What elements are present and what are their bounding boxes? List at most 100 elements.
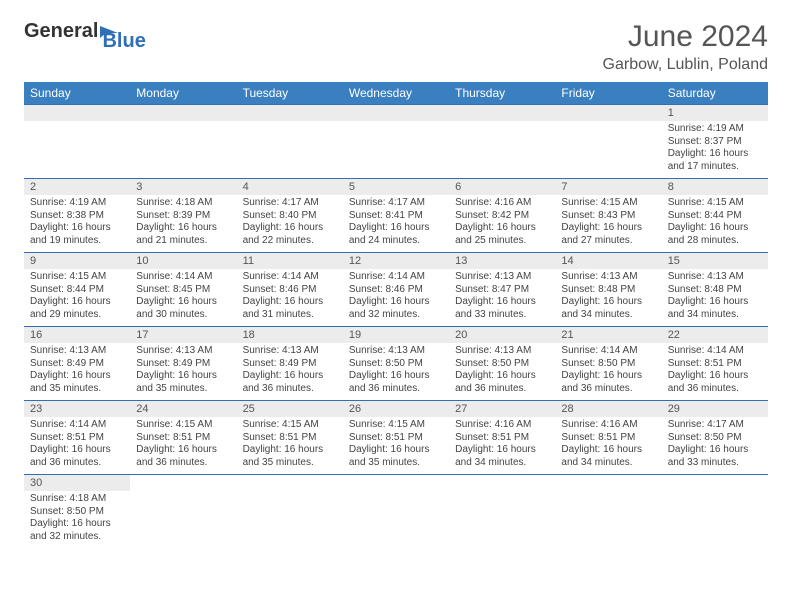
calendar-week-row: 2Sunrise: 4:19 AMSunset: 8:38 PMDaylight… (24, 179, 768, 253)
calendar-cell (24, 105, 130, 179)
calendar-cell: 24Sunrise: 4:15 AMSunset: 8:51 PMDayligh… (130, 401, 236, 475)
calendar-cell (237, 475, 343, 549)
day-number: 14 (555, 253, 661, 269)
day-number: 29 (662, 401, 768, 417)
day-data: Sunrise: 4:14 AMSunset: 8:46 PMDaylight:… (343, 269, 449, 325)
day-data: Sunrise: 4:14 AMSunset: 8:51 PMDaylight:… (24, 417, 130, 473)
calendar-cell: 26Sunrise: 4:15 AMSunset: 8:51 PMDayligh… (343, 401, 449, 475)
day-number: 8 (662, 179, 768, 195)
day-data: Sunrise: 4:16 AMSunset: 8:51 PMDaylight:… (449, 417, 555, 473)
day-number: 27 (449, 401, 555, 417)
weekday-header: Friday (555, 82, 661, 105)
day-data: Sunrise: 4:13 AMSunset: 8:49 PMDaylight:… (24, 343, 130, 399)
day-number-empty (449, 105, 555, 121)
day-number: 10 (130, 253, 236, 269)
day-data: Sunrise: 4:13 AMSunset: 8:50 PMDaylight:… (449, 343, 555, 399)
calendar-cell (343, 105, 449, 179)
day-number-empty (237, 105, 343, 121)
day-data: Sunrise: 4:13 AMSunset: 8:49 PMDaylight:… (237, 343, 343, 399)
calendar-cell: 15Sunrise: 4:13 AMSunset: 8:48 PMDayligh… (662, 253, 768, 327)
calendar-cell: 19Sunrise: 4:13 AMSunset: 8:50 PMDayligh… (343, 327, 449, 401)
day-data: Sunrise: 4:13 AMSunset: 8:48 PMDaylight:… (555, 269, 661, 325)
calendar-week-row: 23Sunrise: 4:14 AMSunset: 8:51 PMDayligh… (24, 401, 768, 475)
calendar-cell (449, 105, 555, 179)
day-number: 16 (24, 327, 130, 343)
calendar-cell: 6Sunrise: 4:16 AMSunset: 8:42 PMDaylight… (449, 179, 555, 253)
day-number: 22 (662, 327, 768, 343)
day-number: 24 (130, 401, 236, 417)
day-data: Sunrise: 4:15 AMSunset: 8:43 PMDaylight:… (555, 195, 661, 251)
day-data: Sunrise: 4:15 AMSunset: 8:51 PMDaylight:… (237, 417, 343, 473)
calendar-week-row: 30Sunrise: 4:18 AMSunset: 8:50 PMDayligh… (24, 475, 768, 549)
day-number: 3 (130, 179, 236, 195)
day-number-empty (449, 475, 555, 491)
weekday-header: Sunday (24, 82, 130, 105)
calendar-cell: 4Sunrise: 4:17 AMSunset: 8:40 PMDaylight… (237, 179, 343, 253)
day-number-empty (343, 105, 449, 121)
day-number: 18 (237, 327, 343, 343)
weekday-header-row: Sunday Monday Tuesday Wednesday Thursday… (24, 82, 768, 105)
calendar-cell: 17Sunrise: 4:13 AMSunset: 8:49 PMDayligh… (130, 327, 236, 401)
day-number: 15 (662, 253, 768, 269)
day-number: 1 (662, 105, 768, 121)
day-number: 25 (237, 401, 343, 417)
calendar-cell: 20Sunrise: 4:13 AMSunset: 8:50 PMDayligh… (449, 327, 555, 401)
day-number: 23 (24, 401, 130, 417)
calendar-week-row: 1Sunrise: 4:19 AMSunset: 8:37 PMDaylight… (24, 105, 768, 179)
day-data: Sunrise: 4:17 AMSunset: 8:40 PMDaylight:… (237, 195, 343, 251)
day-number: 17 (130, 327, 236, 343)
calendar-cell: 29Sunrise: 4:17 AMSunset: 8:50 PMDayligh… (662, 401, 768, 475)
calendar-cell: 16Sunrise: 4:13 AMSunset: 8:49 PMDayligh… (24, 327, 130, 401)
day-number-empty (24, 105, 130, 121)
day-number: 2 (24, 179, 130, 195)
day-number-empty (555, 475, 661, 491)
calendar-cell: 22Sunrise: 4:14 AMSunset: 8:51 PMDayligh… (662, 327, 768, 401)
calendar-cell: 1Sunrise: 4:19 AMSunset: 8:37 PMDaylight… (662, 105, 768, 179)
calendar-cell: 5Sunrise: 4:17 AMSunset: 8:41 PMDaylight… (343, 179, 449, 253)
day-number: 20 (449, 327, 555, 343)
calendar-cell: 23Sunrise: 4:14 AMSunset: 8:51 PMDayligh… (24, 401, 130, 475)
day-number: 26 (343, 401, 449, 417)
day-data: Sunrise: 4:17 AMSunset: 8:41 PMDaylight:… (343, 195, 449, 251)
calendar-cell: 21Sunrise: 4:14 AMSunset: 8:50 PMDayligh… (555, 327, 661, 401)
calendar-cell: 18Sunrise: 4:13 AMSunset: 8:49 PMDayligh… (237, 327, 343, 401)
day-number: 4 (237, 179, 343, 195)
weekday-header: Thursday (449, 82, 555, 105)
day-data: Sunrise: 4:13 AMSunset: 8:47 PMDaylight:… (449, 269, 555, 325)
calendar-cell (662, 475, 768, 549)
weekday-header: Wednesday (343, 82, 449, 105)
weekday-header: Saturday (662, 82, 768, 105)
month-title: June 2024 (603, 20, 768, 54)
calendar-cell: 9Sunrise: 4:15 AMSunset: 8:44 PMDaylight… (24, 253, 130, 327)
day-number: 7 (555, 179, 661, 195)
day-data: Sunrise: 4:15 AMSunset: 8:51 PMDaylight:… (130, 417, 236, 473)
day-number: 12 (343, 253, 449, 269)
day-number-empty (130, 475, 236, 491)
day-data: Sunrise: 4:15 AMSunset: 8:44 PMDaylight:… (24, 269, 130, 325)
calendar-cell (237, 105, 343, 179)
calendar-cell: 25Sunrise: 4:15 AMSunset: 8:51 PMDayligh… (237, 401, 343, 475)
calendar-cell: 8Sunrise: 4:15 AMSunset: 8:44 PMDaylight… (662, 179, 768, 253)
calendar-cell: 10Sunrise: 4:14 AMSunset: 8:45 PMDayligh… (130, 253, 236, 327)
day-data: Sunrise: 4:13 AMSunset: 8:49 PMDaylight:… (130, 343, 236, 399)
calendar-cell: 2Sunrise: 4:19 AMSunset: 8:38 PMDaylight… (24, 179, 130, 253)
calendar-cell (130, 475, 236, 549)
day-data: Sunrise: 4:13 AMSunset: 8:50 PMDaylight:… (343, 343, 449, 399)
calendar-cell: 7Sunrise: 4:15 AMSunset: 8:43 PMDaylight… (555, 179, 661, 253)
calendar-cell: 30Sunrise: 4:18 AMSunset: 8:50 PMDayligh… (24, 475, 130, 549)
calendar-table: Sunday Monday Tuesday Wednesday Thursday… (24, 82, 768, 549)
calendar-cell (555, 475, 661, 549)
day-data: Sunrise: 4:18 AMSunset: 8:50 PMDaylight:… (24, 491, 130, 547)
weekday-header: Monday (130, 82, 236, 105)
day-number: 28 (555, 401, 661, 417)
day-number: 9 (24, 253, 130, 269)
day-number-empty (237, 475, 343, 491)
day-number-empty (555, 105, 661, 121)
day-data: Sunrise: 4:14 AMSunset: 8:46 PMDaylight:… (237, 269, 343, 325)
day-data: Sunrise: 4:14 AMSunset: 8:50 PMDaylight:… (555, 343, 661, 399)
calendar-week-row: 9Sunrise: 4:15 AMSunset: 8:44 PMDaylight… (24, 253, 768, 327)
calendar-cell (343, 475, 449, 549)
calendar-cell: 28Sunrise: 4:16 AMSunset: 8:51 PMDayligh… (555, 401, 661, 475)
day-number: 21 (555, 327, 661, 343)
day-data: Sunrise: 4:19 AMSunset: 8:37 PMDaylight:… (662, 121, 768, 177)
